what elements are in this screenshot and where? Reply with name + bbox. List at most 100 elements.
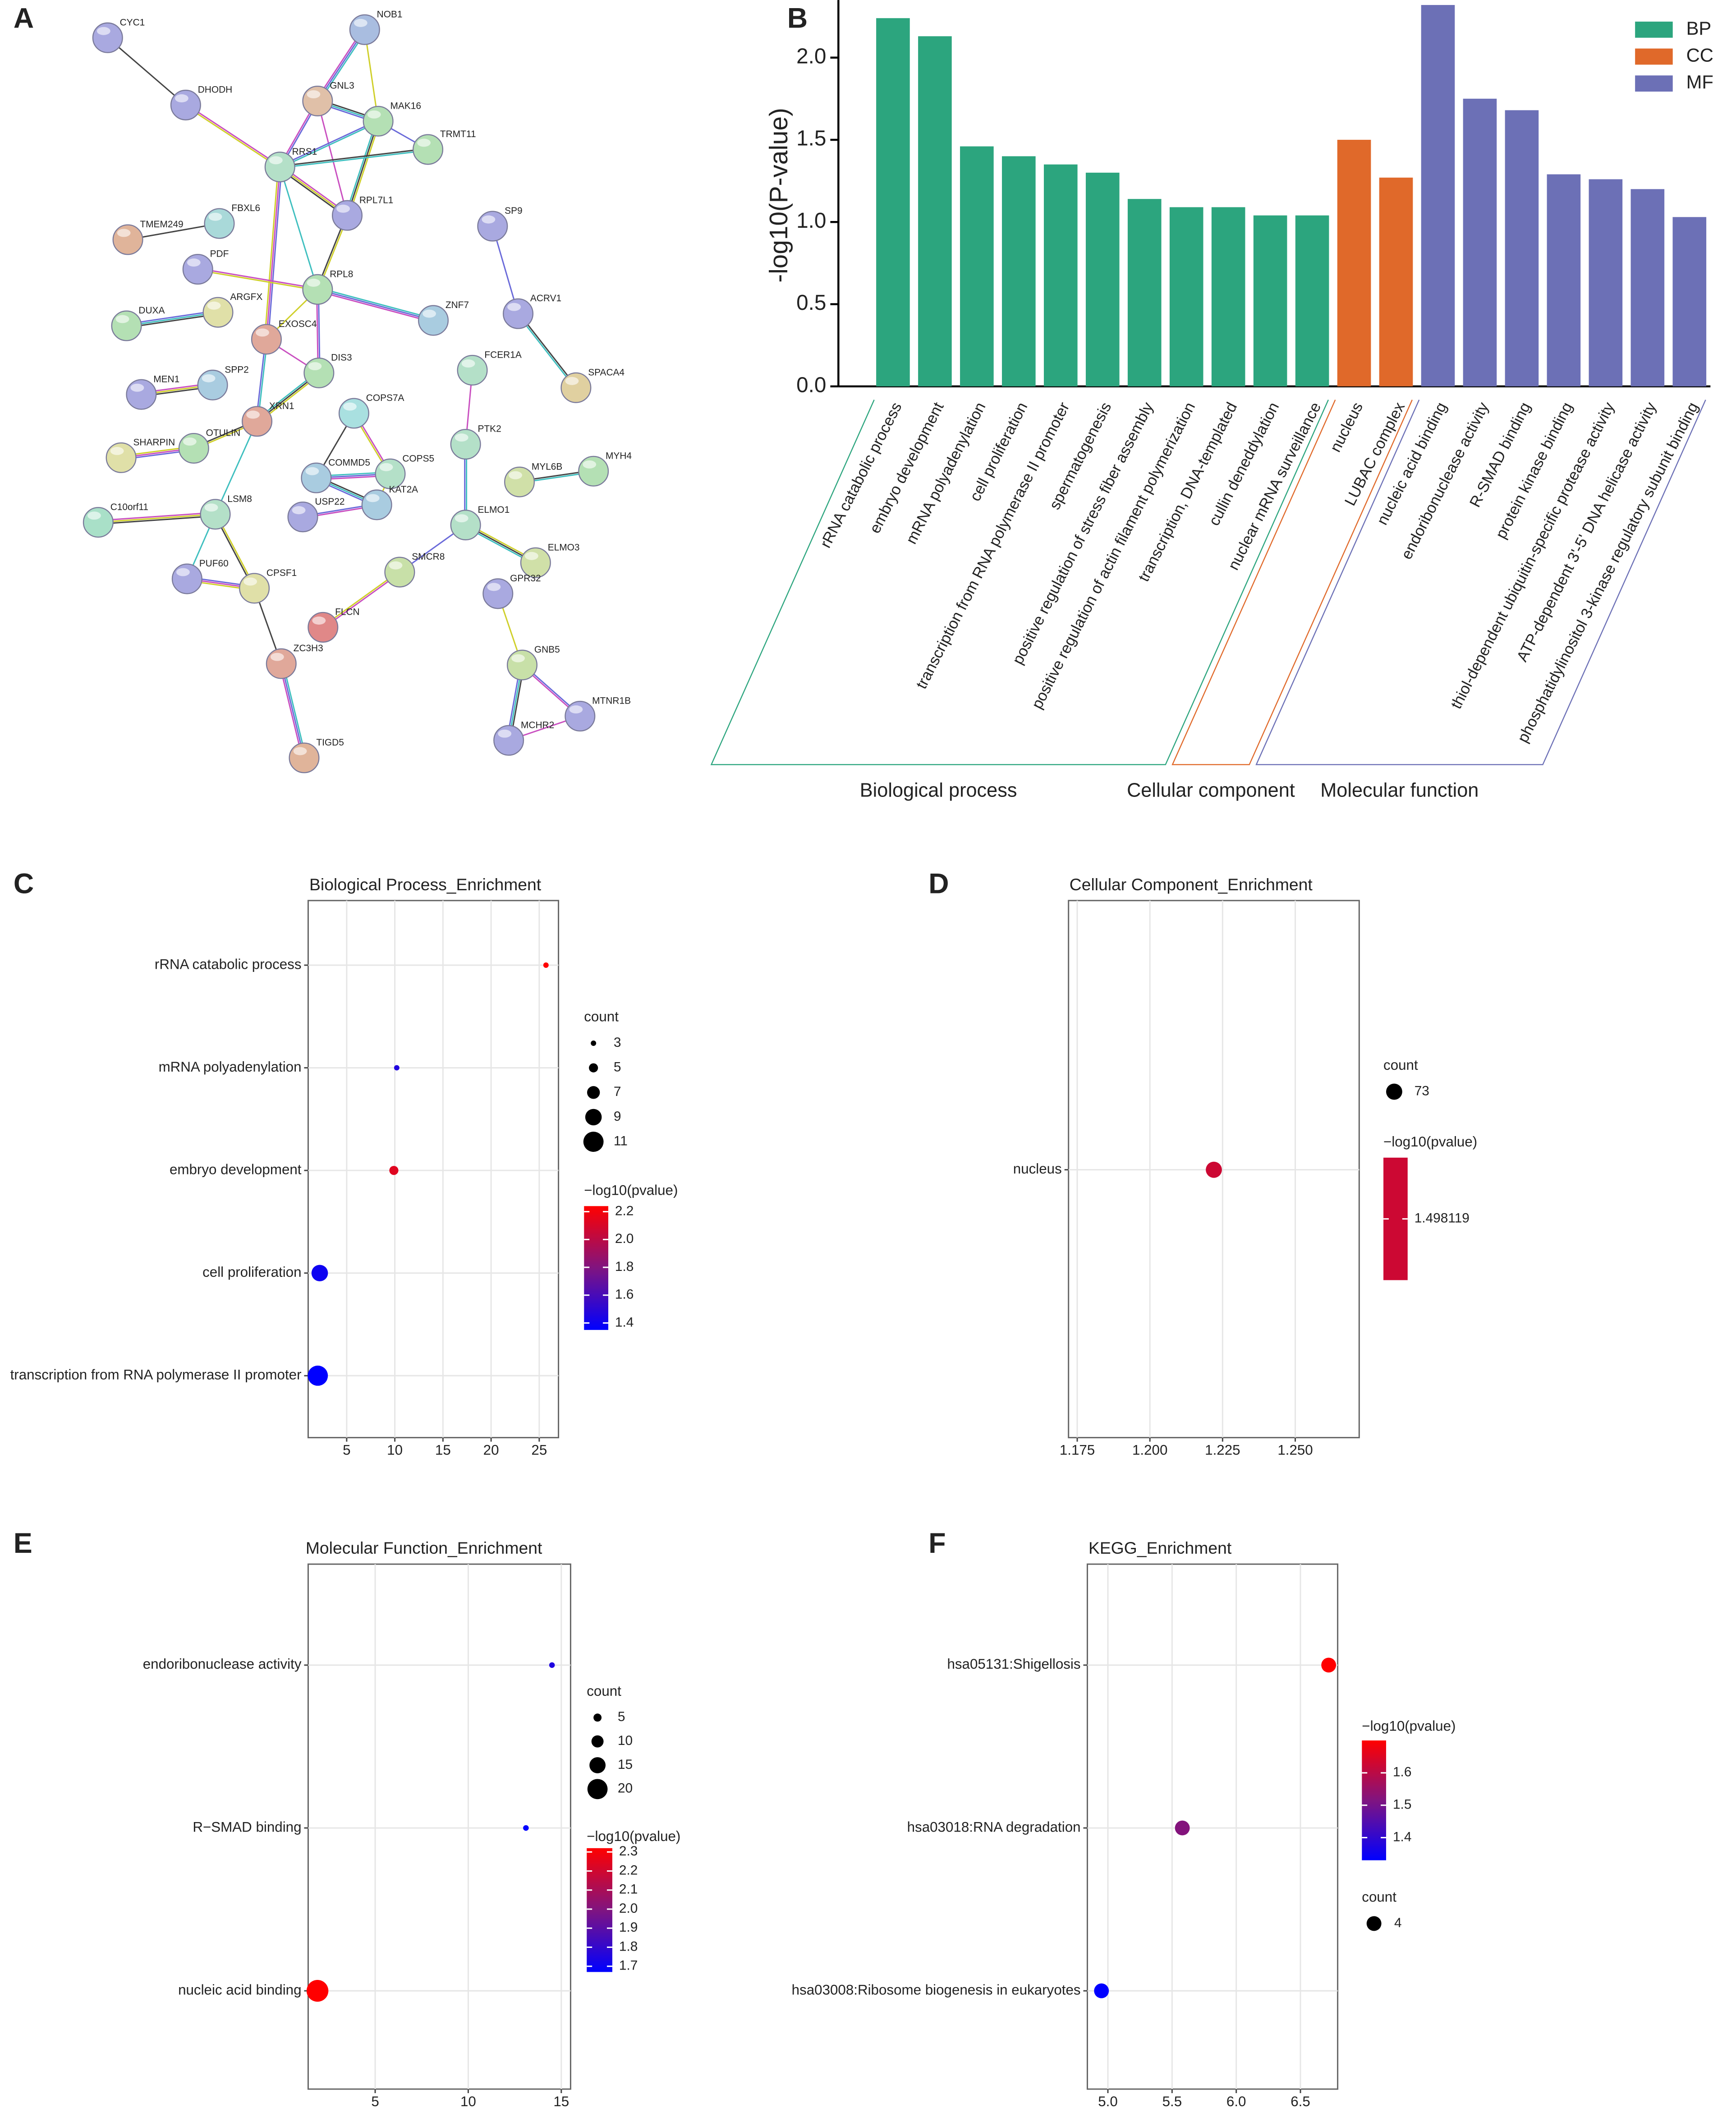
node-highlight [343, 402, 357, 411]
node [477, 211, 508, 242]
node-label: MYH4 [606, 451, 632, 461]
bar [1547, 174, 1581, 387]
legend-label: CC [1686, 45, 1713, 66]
node-highlight [389, 561, 403, 570]
legend-label: 3 [614, 1035, 621, 1050]
y-tick-label: cell proliferation [202, 1264, 301, 1280]
bubble [1175, 1820, 1190, 1836]
node-label: SP9 [505, 206, 522, 216]
y-tick-label: 1.5 [796, 127, 826, 151]
colorbar-label: 2.3 [619, 1844, 638, 1859]
node [251, 324, 282, 355]
bar [1505, 110, 1539, 387]
node [413, 134, 444, 165]
bubble [523, 1825, 529, 1831]
node-highlight [308, 362, 322, 370]
y-tick-label: nucleic acid binding [178, 1982, 301, 1998]
legend-dot [1386, 1083, 1402, 1100]
bar [1002, 156, 1036, 387]
edge [346, 121, 379, 216]
colorbar-label: 2.2 [615, 1203, 634, 1218]
bar [1295, 215, 1329, 387]
node-label: DHODH [198, 85, 233, 95]
node-label: SHARPIN [133, 437, 175, 448]
node [493, 725, 524, 756]
legend-dot [593, 1713, 602, 1722]
edge [266, 167, 281, 340]
node [457, 354, 488, 386]
node-highlight [305, 467, 319, 475]
y-tick-label: rRNA catabolic process [155, 956, 302, 972]
node-label: CYC1 [120, 17, 145, 28]
node-label: PTK2 [478, 424, 501, 434]
x-tick-label: positive regulation of actin filament po… [1029, 400, 1199, 712]
node-highlight [115, 315, 129, 323]
node-highlight [270, 653, 284, 661]
edge [280, 148, 428, 167]
node-highlight [208, 212, 222, 221]
colorbar-label: 1.4 [615, 1315, 634, 1330]
node-highlight [312, 617, 326, 625]
edge [126, 310, 218, 325]
node-highlight [455, 433, 468, 442]
node-highlight [269, 156, 283, 165]
node-label: OTULIN [206, 428, 241, 438]
bar [1337, 139, 1371, 387]
bar [1043, 164, 1078, 387]
legend-title: count [587, 1683, 621, 1699]
x-tick-label: 1.225 [1205, 1442, 1240, 1458]
y-tick-label: embryo development [170, 1161, 302, 1177]
legend-dot [587, 1086, 600, 1099]
bubble [389, 1166, 399, 1175]
colorbar-label: 1.8 [619, 1939, 638, 1954]
legend-label: 5 [614, 1060, 621, 1075]
node-highlight [367, 110, 381, 119]
legend-label: BP [1686, 18, 1712, 39]
edge [517, 313, 576, 389]
node [506, 649, 538, 681]
node [264, 152, 295, 183]
legend-label: 15 [618, 1757, 633, 1772]
legend-dot [591, 1735, 604, 1748]
node-label: SMCR8 [412, 552, 445, 562]
node-highlight [569, 705, 583, 713]
plot-area [307, 1563, 571, 2090]
node-label: ELMO3 [548, 542, 580, 552]
colorbar-label: 1.6 [1393, 1765, 1411, 1780]
x-tick-label: 5.0 [1098, 2094, 1118, 2108]
node [560, 372, 592, 403]
bar [1211, 207, 1245, 387]
node [171, 563, 202, 594]
node-highlight [524, 552, 538, 560]
node [204, 208, 235, 239]
node-highlight [110, 446, 124, 455]
edge [186, 104, 281, 167]
node-highlight [487, 583, 501, 591]
panel-label: B [787, 2, 808, 34]
x-tick-label: nucleus [1327, 400, 1367, 455]
edge [279, 166, 318, 290]
group-bracket [710, 400, 1329, 765]
x-tick-label: 1.250 [1277, 1442, 1313, 1458]
x-tick-label: 5 [371, 2094, 379, 2108]
legend-swatch [1635, 21, 1673, 38]
colorbar-label: 1.5 [1393, 1797, 1411, 1812]
edge [126, 313, 219, 328]
node-label: RRS1 [292, 147, 317, 157]
edge [215, 421, 258, 515]
node [349, 14, 380, 45]
y-tick-label: 0.0 [796, 373, 826, 397]
node [303, 357, 335, 388]
node [111, 310, 142, 341]
legend-swatch [1635, 75, 1673, 92]
node-label: RPL7L1 [359, 195, 393, 205]
edge [364, 29, 379, 121]
node-label: RPL8 [330, 269, 353, 279]
node [301, 462, 332, 493]
node [503, 298, 534, 329]
edge [128, 223, 220, 240]
node-highlight [117, 229, 131, 237]
node-highlight [354, 18, 367, 27]
node [482, 578, 514, 609]
